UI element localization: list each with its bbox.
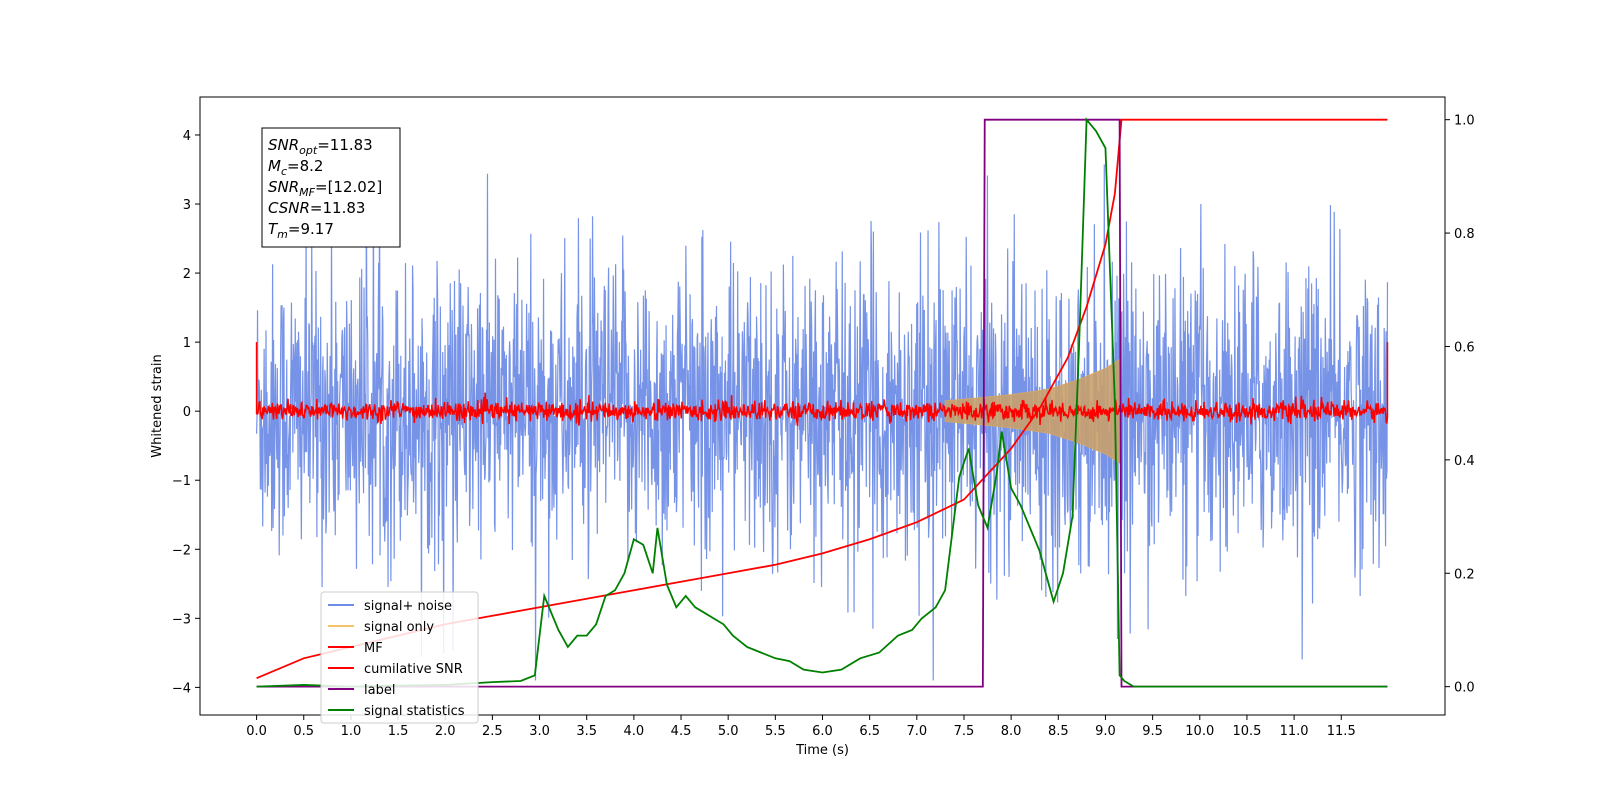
x-tick-label: 0.5 <box>293 724 314 739</box>
x-tick-label: 2.0 <box>435 724 456 739</box>
x-axis-label: Time (s) <box>795 743 849 758</box>
legend-entry: cumilative SNR <box>364 662 463 677</box>
mf-layer <box>255 342 1389 427</box>
x-tick-label: 9.0 <box>1095 724 1116 739</box>
legend-entry: label <box>364 683 395 698</box>
y-tick-label: 3 <box>183 198 191 213</box>
annotation-line: Mc=8.2 <box>268 157 323 178</box>
y-tick-label: 0 <box>183 405 191 420</box>
x-tick-label: 11.0 <box>1280 724 1309 739</box>
y-tick-label: 4 <box>183 129 191 144</box>
legend: signal+ noise signal only MF cumilative SNR… <box>320 591 479 724</box>
annotation-line: Tm=9.17 <box>268 220 334 241</box>
signal-noise-layer <box>255 135 1389 681</box>
x-tick-label: 6.0 <box>812 724 833 739</box>
x-tick-label: 0.0 <box>246 724 267 739</box>
annotation-frame <box>261 127 401 248</box>
x-tick-label: 8.0 <box>1001 724 1022 739</box>
x-tick-label: 8.5 <box>1048 724 1069 739</box>
x-tick-label: 5.5 <box>765 724 786 739</box>
y-right-tick-label: 0.2 <box>1454 567 1475 582</box>
x-tick-label: 4.0 <box>624 724 645 739</box>
y-right-tick-label: 1.0 <box>1454 114 1475 129</box>
y-tick-label: −3 <box>172 612 191 627</box>
y-tick-label: 2 <box>183 267 191 282</box>
x-tick-label: 7.0 <box>906 724 927 739</box>
legend-frame <box>320 591 479 724</box>
x-tick-label: 6.5 <box>859 724 880 739</box>
x-tick-label: 10.5 <box>1232 724 1261 739</box>
annotation-line: SNRMF=[12.02] <box>268 178 382 199</box>
annotation-line: CSNR=11.83 <box>268 199 365 217</box>
x-tick-label: 7.5 <box>954 724 975 739</box>
y-tick-label: 1 <box>183 336 191 351</box>
x-tick-label: 10.0 <box>1185 724 1214 739</box>
y-right-tick-label: 0.0 <box>1454 681 1475 696</box>
y-right-tick-label: 0.4 <box>1454 454 1475 469</box>
axes-layer: 0.0 0.5 1.0 1.5 2.0 2.5 3.0 3.5 4.0 4.5 5.0 5.5 6.0 6… <box>172 114 1475 739</box>
x-tick-label: 4.5 <box>671 724 692 739</box>
x-tick-label: 11.5 <box>1327 724 1356 739</box>
y-tick-label: −4 <box>172 681 191 696</box>
annotation-line: SNRopt=11.83 <box>268 136 373 157</box>
x-tick-label: 3.5 <box>576 724 597 739</box>
x-tick-label: 3.0 <box>529 724 550 739</box>
y-right-tick-label: 0.8 <box>1454 227 1475 242</box>
x-tick-label: 1.0 <box>341 724 362 739</box>
y-right-tick-label: 0.6 <box>1454 340 1475 355</box>
x-tick-label: 5.0 <box>718 724 739 739</box>
stats-annotation-box: SNRopt=11.83Mc=8.2SNRMF=[12.02]CSNR=11.8… <box>261 127 401 248</box>
signal-statistics-line <box>256 117 1388 688</box>
mf-line <box>255 342 1389 427</box>
y-tick-label: −2 <box>172 543 191 558</box>
signal-noise-line <box>255 135 1389 681</box>
x-tick-label: 2.5 <box>482 724 503 739</box>
x-tick-label: 9.5 <box>1142 724 1163 739</box>
x-tick-label: 1.5 <box>388 724 409 739</box>
y-axis-label: Whitened strain <box>150 354 165 457</box>
legend-entry: signal only <box>364 620 434 635</box>
legend-entry: MF <box>364 641 383 656</box>
legend-entry: signal+ noise <box>364 599 452 614</box>
legend-entry: signal statistics <box>364 704 465 719</box>
y-tick-label: −1 <box>172 474 191 489</box>
